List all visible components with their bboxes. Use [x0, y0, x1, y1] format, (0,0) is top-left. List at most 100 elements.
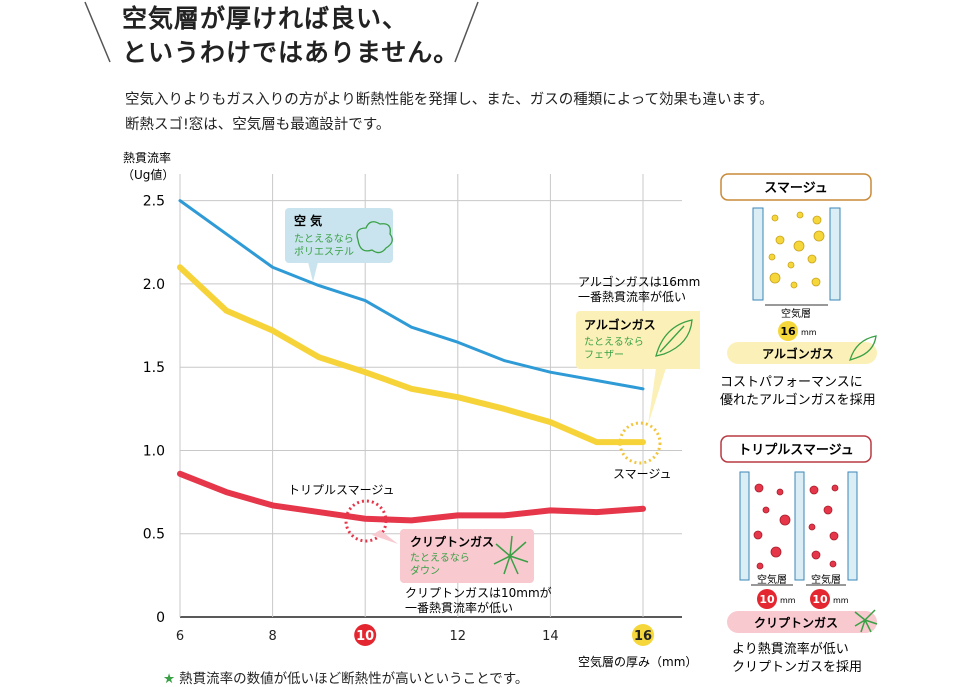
- argon-particles: [768, 211, 825, 289]
- air-label-sub1: たとえるなら: [294, 233, 354, 245]
- smaage-glass-right: [829, 207, 841, 301]
- smaage-caption-line2: 優れたアルゴンガスを採用: [720, 392, 876, 408]
- headline: 空気層が厚ければ良い、 というわけではありません。: [122, 2, 459, 70]
- panel-feather-icon: [849, 335, 877, 362]
- argon-label-sub2: フェザー: [584, 349, 624, 361]
- panel-down-icon: [854, 609, 878, 633]
- krypton-label-box: [400, 529, 534, 583]
- air-annotation: 空 気 たとえるなら ポリエステル: [285, 208, 393, 282]
- panel-triple: トリプルスマージュ 空気層 空気層 10 mm 10 mm クリプトンガス より…: [720, 435, 878, 675]
- footnote-text: 熱貫流率の数値が低いほど断熱性が高いということです。: [179, 671, 529, 687]
- triple-point-label: トリプルスマージュ: [288, 483, 395, 497]
- x-tick-highlight: [632, 624, 654, 646]
- krypton-particles: [753, 483, 839, 570]
- triple-size-unit-2: mm: [833, 596, 849, 605]
- smaage-gas-pill: [727, 342, 877, 364]
- argon-note-line1: アルゴンガスは16mmが: [578, 274, 700, 289]
- x-tick-label: 14: [542, 629, 559, 644]
- intro-line2: 断熱スゴ!窓は、空気層も最適設計です。: [125, 117, 391, 133]
- krypton-note-line2: 一番熱貫流率が低い: [405, 600, 513, 615]
- x-tick-label: 16: [634, 629, 652, 644]
- down-icon: [493, 535, 529, 575]
- krypton-label-pointer: [372, 530, 398, 544]
- feather-icon: [655, 319, 693, 357]
- panel-smaage-title: スマージュ: [764, 181, 827, 196]
- smaage-point-label: スマージュ: [613, 467, 672, 481]
- argon-annotation: アルゴンガスは16mmが 一番熱貫流率が低い アルゴンガス たとえるなら フェザ…: [576, 274, 700, 425]
- left-slash: [84, 1, 111, 63]
- triple-gap-label-2: 空気層: [811, 573, 841, 586]
- triple-size-unit-1: mm: [780, 596, 796, 605]
- y-tick-label: 1.0: [143, 443, 165, 459]
- triple-gas-label: クリプトンガス: [754, 615, 838, 630]
- triple-size-badge-1: [757, 589, 777, 609]
- argon-label-pointer: [648, 368, 666, 425]
- y-axis-label-line1: 熱貫流率: [123, 150, 171, 165]
- panel-smaage: スマージュ 空気層 16 mm アルゴンガス コストパフォーマンスに 優れたアル…: [720, 173, 877, 408]
- triple-caption-line1: より熱貫流率が低い: [732, 641, 849, 657]
- smaage-glass-left: [752, 207, 764, 301]
- cotton-icon: [356, 221, 393, 254]
- x-tick-label: 12: [450, 629, 467, 644]
- y-tick-labels: 0 0.5 1.0 1.5 2.0 2.5: [143, 194, 165, 626]
- triple-glass-middle: [794, 471, 805, 581]
- x-tick-label: 10: [356, 629, 374, 644]
- footnote: ★ 熱貫流率の数値が低いほど断熱性が高いということです。: [163, 667, 528, 687]
- krypton-label-sub2: ダウン: [410, 564, 440, 577]
- y-tick-label: 0: [156, 610, 165, 626]
- right-slash: [454, 1, 479, 63]
- intro-text: 空気入りよりもガス入りの方がより断熱性能を発揮し、また、ガスの種類によって効果も…: [125, 88, 774, 138]
- series-line: [177, 470, 646, 524]
- smaage-size-badge: [778, 321, 798, 341]
- argon-note-line2: 一番熱貫流率が低い: [578, 289, 686, 304]
- krypton-note-line1: クリプトンガスは10mmが: [405, 585, 552, 600]
- smaage-caption-line1: コストパフォーマンスに: [720, 375, 863, 390]
- x-tick-highlight: [354, 624, 377, 646]
- krypton-annotation: クリプトンガス たとえるなら ダウン クリプトンガスは10mmが 一番熱貫流率が…: [372, 529, 552, 615]
- smaage-size-value: 16: [780, 325, 796, 338]
- y-axis-label-line2: （Ug値）: [122, 167, 174, 182]
- y-tick-label: 2.5: [143, 194, 165, 210]
- x-tick-label: 8: [268, 629, 276, 644]
- smaage-highlight-ring: [618, 421, 662, 465]
- argon-label-sub1: たとえるなら: [584, 336, 644, 348]
- triple-gap-label-1: 空気層: [757, 573, 787, 586]
- krypton-label-sub1: たとえるなら: [410, 552, 470, 564]
- y-tick-label: 2.0: [143, 277, 165, 293]
- air-label-title: 空 気: [294, 213, 322, 228]
- air-label-sub2: ポリエステル: [294, 246, 354, 258]
- intro-line1: 空気入りよりもガス入りの方がより断熱性能を発揮し、また、ガスの種類によって効果も…: [125, 92, 774, 108]
- panel-smaage-title-box: [720, 173, 872, 201]
- triple-gas-pill: [727, 611, 877, 633]
- argon-label-title: アルゴンガス: [584, 317, 656, 332]
- ug-value-chart: 熱貫流率 （Ug値） 0 0.5 1.0 1.5 2.0 2.5 6 8 10 12 14 16 空…: [122, 150, 700, 669]
- x-tick-labels: 6 8 10 12 14 16: [176, 624, 654, 646]
- chart-series: [177, 199, 646, 524]
- krypton-label-title: クリプトンガス: [410, 534, 494, 549]
- series-line: [177, 264, 646, 446]
- smaage-gap-label: 空気層: [781, 307, 811, 320]
- smaage-gas-label: アルゴンガス: [762, 346, 834, 361]
- triple-glass-right: [847, 471, 858, 581]
- headline-decoration: [84, 1, 479, 63]
- triple-caption-line2: クリプトンガスを採用: [732, 660, 862, 675]
- air-label-box: [285, 208, 393, 263]
- triple-glass-left: [739, 471, 750, 581]
- product-panels: スマージュ 空気層 16 mm アルゴンガス コストパフォーマンスに 優れたアル…: [720, 173, 878, 675]
- argon-label-box: [576, 311, 700, 369]
- y-tick-label: 1.5: [143, 360, 165, 376]
- series-line: [178, 199, 645, 391]
- triple-size-badge-2: [810, 589, 830, 609]
- headline-line2: というわけではありません。: [122, 38, 460, 67]
- headline-line1: 空気層が厚ければ良い、: [122, 4, 409, 33]
- triple-size-value-1: 10: [759, 593, 775, 606]
- triple-size-value-2: 10: [812, 593, 828, 606]
- x-axis-label: 空気層の厚み（mm）: [578, 654, 697, 669]
- star-icon: ★: [163, 671, 176, 687]
- y-tick-label: 0.5: [143, 527, 165, 543]
- panel-triple-title: トリプルスマージュ: [738, 443, 853, 458]
- air-label-pointer: [308, 262, 318, 282]
- x-tick-label: 6: [176, 629, 184, 644]
- panel-triple-title-box: [720, 435, 872, 463]
- smaage-size-unit: mm: [801, 328, 817, 337]
